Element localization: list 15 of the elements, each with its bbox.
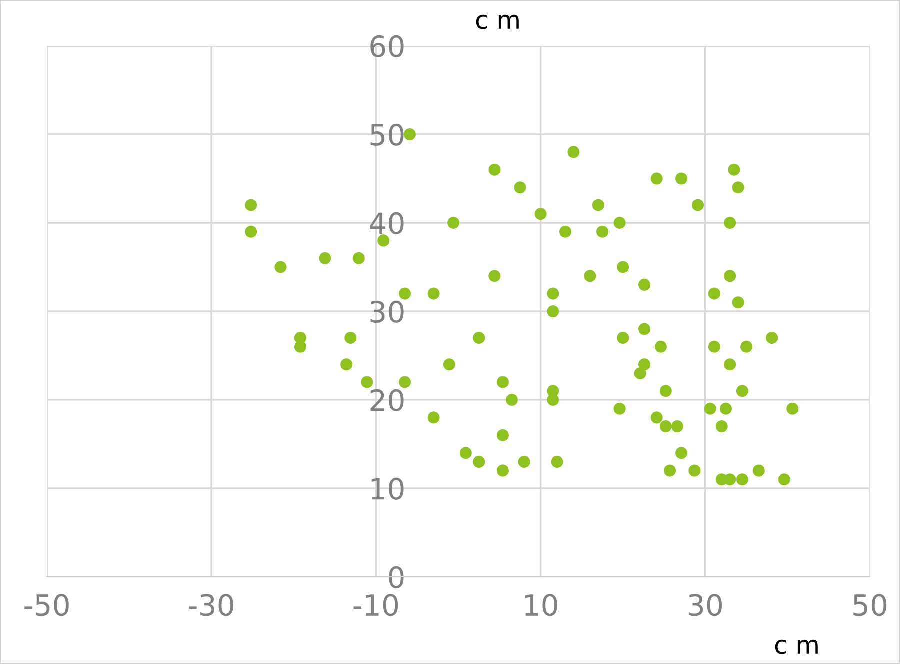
y-tick-label: 20 [370, 389, 404, 412]
y-tick-label: 30 [370, 300, 404, 323]
x-tick-label: 10 [525, 594, 558, 616]
x-axis-title: c m [775, 640, 818, 654]
x-tick-label: 30 [689, 594, 722, 616]
y-axis-title: c m [476, 14, 519, 30]
x-tick-label: -10 [354, 594, 398, 616]
y-tick-label: 50 [370, 124, 404, 146]
x-tick-label: -30 [189, 594, 234, 616]
y-tick-label: 40 [370, 212, 404, 234]
x-tick-label: 50 [854, 594, 887, 616]
y-tick-label: 60 [370, 35, 404, 58]
x-tick-label: -50 [24, 594, 69, 616]
y-tick-label: 10 [372, 478, 404, 500]
y-tick-label: 0 [389, 566, 404, 588]
